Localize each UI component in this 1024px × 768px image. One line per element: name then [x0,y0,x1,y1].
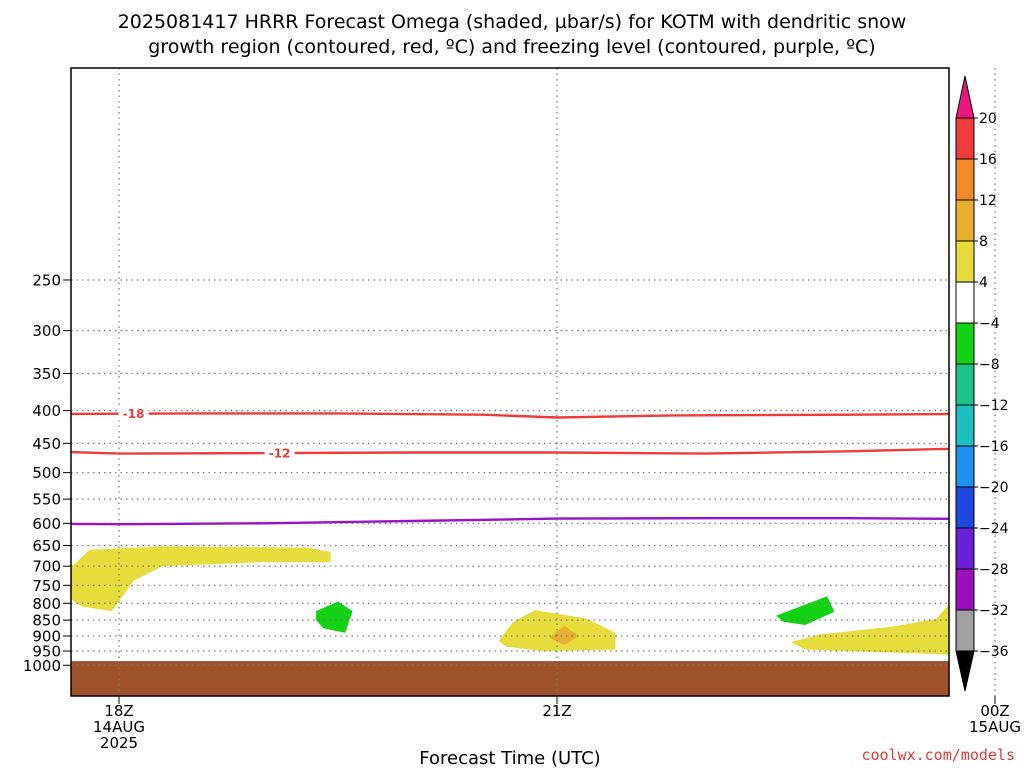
grid [71,68,996,696]
colorbar-band-1 [955,117,975,160]
y-tick-label-700: 700 [32,558,61,576]
y-tick-label-400: 400 [32,402,61,420]
colorbar-bottom-arrow [955,650,975,692]
colorbar-label-2: 16 [979,152,997,168]
contour-label-bg-2-1 [264,445,295,460]
colorbar-band-8 [955,404,975,447]
y-tick-label-750: 750 [32,577,61,595]
credit-text: coolwx.com/models [861,746,1015,764]
colorbar-band-10 [955,486,975,529]
omega-region-8 [790,604,949,655]
contour-label-2-1: -12 [269,446,291,460]
y-tick-label-900: 900 [32,628,61,646]
y-tick-label-350: 350 [32,365,61,383]
colorbar-label-4: 8 [979,234,988,250]
omega-region-3 [71,546,331,612]
y-tick-label-650: 650 [32,537,61,555]
colorbar-label-10: −20 [979,480,1009,496]
ground-layer [71,661,949,696]
y-tick-label-300: 300 [32,322,61,340]
temperature-contours: -18-18-120 [71,406,949,526]
x-tick-label-1-1: 18Z [104,702,133,720]
colorbar-band-11 [955,527,975,570]
colorbar-label-6: −4 [979,316,1000,332]
ground-fill [71,661,949,696]
colorbar-band-5 [955,281,975,324]
colorbar-label-12: −28 [979,562,1009,578]
colorbar-band-2 [955,158,975,201]
colorbar-band-3 [955,199,975,242]
y-tick-label-550: 550 [32,491,61,509]
colorbar-label-3: 12 [979,193,997,209]
colorbar-band-12 [955,568,975,611]
y-tick-label-800: 800 [32,595,61,613]
colorbar-label-11: −24 [979,521,1009,537]
y-tick-label-1000: 1000 [23,657,61,675]
chart-title-line-1: 2025081417 HRRR Forecast Omega (shaded, … [118,11,907,33]
x-tick-label-2-1: 21Z [542,702,571,720]
contour-line-1 [71,412,949,419]
y-tick-label-450: 450 [32,435,61,453]
colorbar-label-13: −32 [979,603,1009,619]
colorbar-label-7: −8 [979,357,1000,373]
colorbar-label-8: −12 [979,398,1009,414]
plot-frame [70,67,950,697]
y-tick-label-950: 950 [32,643,61,661]
contour-line-3 [71,517,949,526]
x-tick-label-1-2: 14AUG [93,718,145,736]
y-tick-label-500: 500 [32,464,61,482]
omega-colorbar: 20 16 12 8 4 −4 −8 −12 −16 −20 −24 −28 −32 −36 [955,75,1009,692]
y-tick-label-850: 850 [32,612,61,630]
chart-title-line-2: growth region (contoured, red, ºC) and f… [148,36,875,58]
colorbar-label-14: −36 [979,644,1009,660]
omega-region-4 [316,601,353,633]
colorbar-band-7 [955,363,975,406]
colorbar-band-9 [955,445,975,488]
colorbar-label-1: 20 [979,111,997,127]
colorbar-label-9: −16 [979,439,1009,455]
colorbar-band-13 [955,609,975,652]
pressure-axis: 2503003504004505005506006507007508008509… [23,271,71,675]
y-tick-label-600: 600 [32,515,61,533]
x-tick-label-3-1: 00Z [980,702,1009,720]
x-tick-label-1-3: 2025 [100,734,138,752]
colorbar-label-5: 4 [979,275,988,291]
colorbar-band-4 [955,240,975,283]
colorbar-band-6 [955,322,975,365]
contour-label-1-1: -18 [123,407,145,421]
x-tick-label-3-2: 15AUG [969,718,1021,736]
x-axis-title: Forecast Time (UTC) [419,748,600,768]
y-tick-label-250: 250 [32,271,61,289]
contour-label-bg-1-1 [118,406,149,421]
time-axis: 18Z14AUG202521Z00Z15AUG03Z06Z09Z [93,696,1021,752]
